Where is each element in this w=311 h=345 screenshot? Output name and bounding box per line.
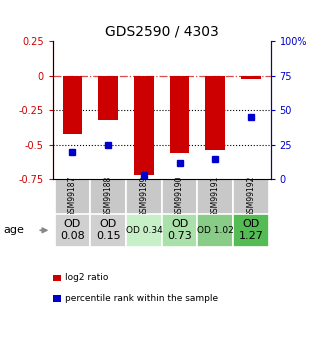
Bar — [197, 179, 233, 214]
Text: GSM99187: GSM99187 — [68, 176, 77, 217]
Text: OD
0.73: OD 0.73 — [167, 219, 192, 241]
Text: GSM99189: GSM99189 — [139, 176, 148, 217]
Bar — [126, 179, 162, 214]
Text: age: age — [3, 225, 24, 235]
Bar — [206, 76, 225, 150]
Text: GSM99190: GSM99190 — [175, 176, 184, 217]
Bar — [241, 76, 261, 79]
Bar — [63, 76, 82, 134]
Text: log2 ratio: log2 ratio — [65, 273, 109, 282]
Bar — [197, 214, 233, 247]
Text: OD
1.27: OD 1.27 — [239, 219, 263, 241]
Bar — [162, 179, 197, 214]
Bar — [233, 179, 269, 214]
Bar — [134, 76, 154, 175]
Title: GDS2590 / 4303: GDS2590 / 4303 — [105, 25, 219, 39]
Bar — [90, 214, 126, 247]
Text: GSM99192: GSM99192 — [246, 176, 255, 217]
Bar — [90, 179, 126, 214]
Text: percentile rank within the sample: percentile rank within the sample — [65, 294, 218, 303]
Text: GSM99191: GSM99191 — [211, 176, 220, 217]
Text: GSM99188: GSM99188 — [104, 176, 113, 217]
Bar — [126, 214, 162, 247]
Text: OD
0.15: OD 0.15 — [96, 219, 120, 241]
Bar — [55, 179, 90, 214]
Text: OD 0.34: OD 0.34 — [126, 226, 162, 235]
Text: OD 1.02: OD 1.02 — [197, 226, 234, 235]
Bar — [98, 76, 118, 120]
Bar — [233, 214, 269, 247]
Bar — [170, 76, 189, 153]
Bar — [55, 214, 90, 247]
Bar — [162, 214, 197, 247]
Text: OD
0.08: OD 0.08 — [60, 219, 85, 241]
